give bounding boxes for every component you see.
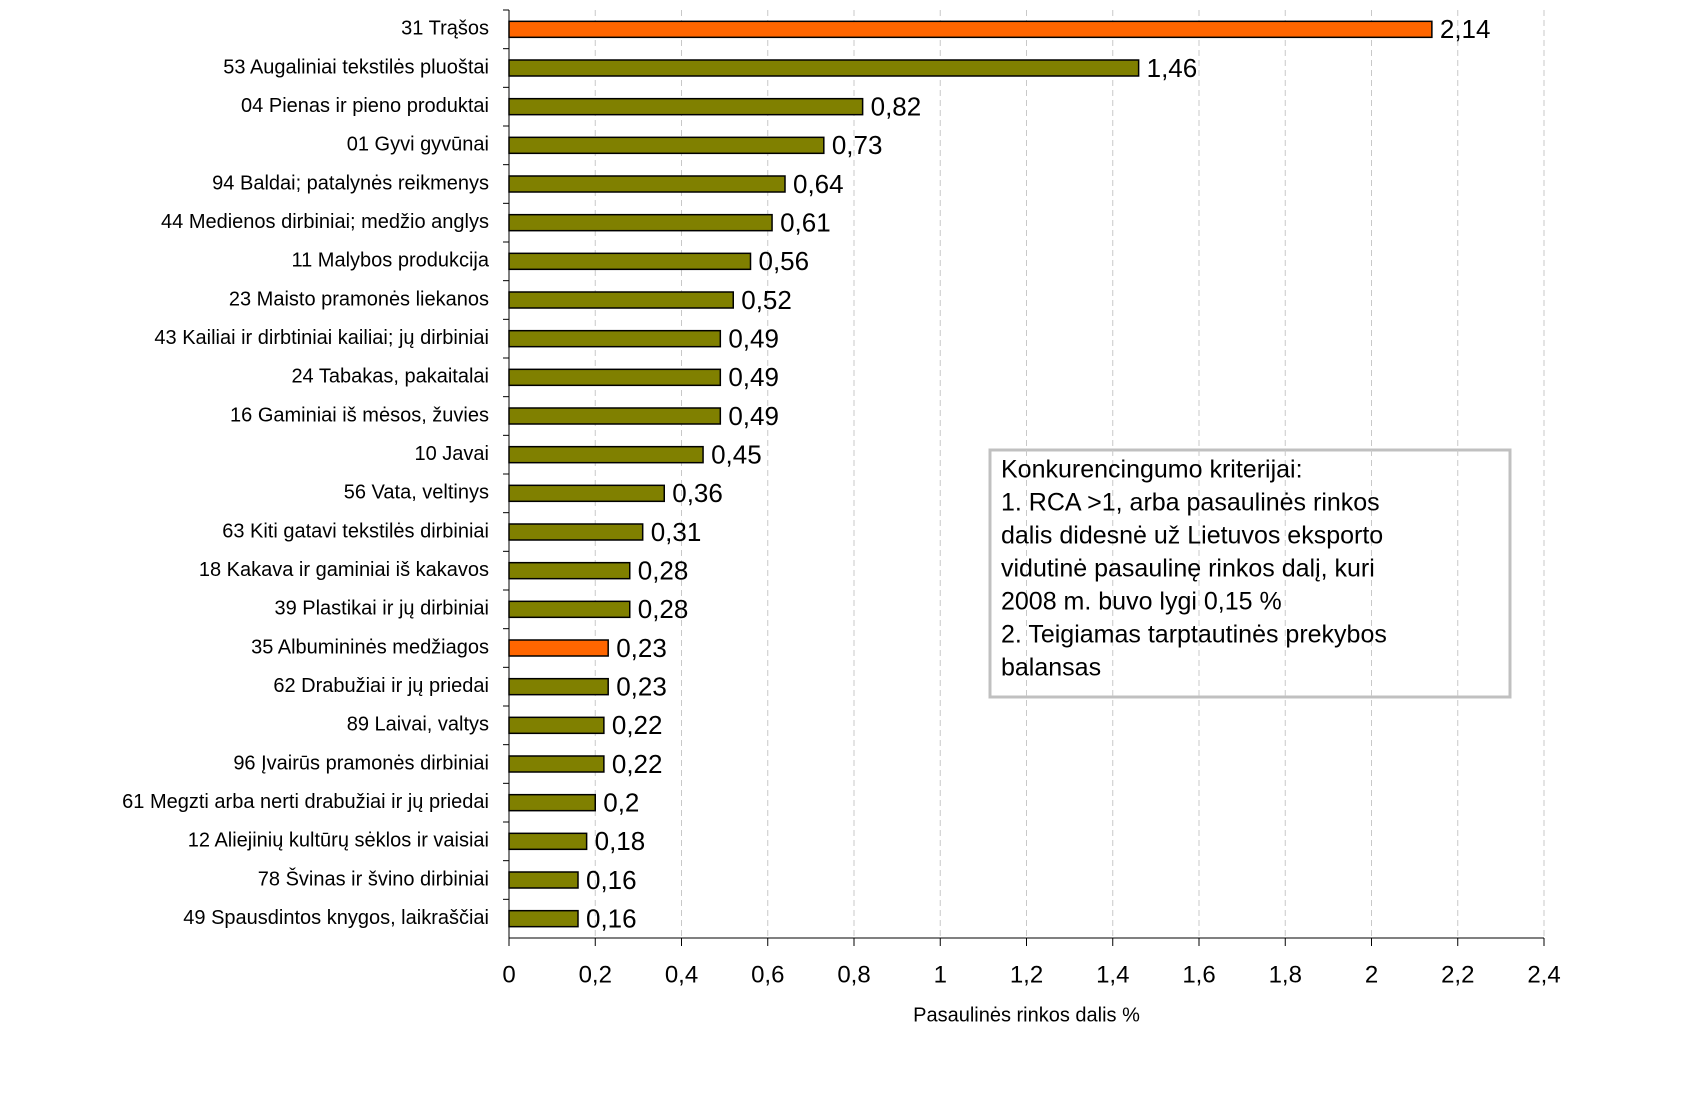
data-label: 0,64: [793, 169, 844, 199]
y-tick-label: 56 Vata, veltinys: [344, 482, 489, 504]
x-tick-label: 2: [1365, 961, 1378, 988]
y-tick-label: 23 Maisto pramonės liekanos: [229, 288, 489, 310]
data-label: 0,23: [616, 672, 667, 702]
bar: [508, 445, 704, 464]
x-tick-label: 1,6: [1182, 961, 1215, 988]
data-label: 0,36: [672, 478, 723, 508]
bar: [508, 871, 579, 889]
data-label: 0,49: [728, 362, 779, 392]
data-label: 0,2: [603, 788, 639, 818]
bar: [508, 484, 665, 503]
data-label: 0,52: [741, 285, 792, 315]
bar: [508, 561, 631, 580]
bar: [508, 677, 609, 696]
x-tick-label: 0,8: [837, 961, 870, 988]
data-label: 0,45: [711, 440, 762, 470]
bar: [508, 213, 773, 232]
annotation-line: dalis didesnė už Lietuvos eksporto: [1001, 522, 1383, 550]
x-tick-label: 0,4: [665, 961, 698, 988]
data-label: 0,18: [595, 826, 646, 856]
data-label: 0,49: [728, 401, 779, 431]
data-label: 0,31: [651, 517, 702, 547]
y-tick-label: 78 Švinas ir švino dirbiniai: [258, 867, 489, 890]
x-tick-label: 2,2: [1441, 961, 1474, 988]
data-label: 0,82: [871, 92, 922, 122]
bar: [508, 600, 631, 619]
bar: [508, 523, 644, 541]
x-tick-label: 1,8: [1269, 961, 1302, 988]
bar: [508, 175, 786, 193]
y-tick-label: 44 Medienos dirbiniai; medžio anglys: [161, 211, 489, 233]
x-tick-label: 1,4: [1096, 961, 1129, 988]
y-tick-label: 04 Pienas ir pieno produktai: [241, 95, 489, 117]
y-tick-label: 01 Gyvi gyvūnai: [347, 134, 489, 156]
annotation-box: [988, 448, 1512, 699]
x-tick-label: 2,4: [1527, 961, 1560, 988]
x-tick-label: 0: [502, 961, 515, 988]
y-tick-label: 16 Gaminiai iš mėsos, žuvies: [230, 404, 489, 426]
data-label: 0,22: [612, 710, 663, 740]
data-label: 2,14: [1440, 14, 1491, 44]
bar: [508, 97, 864, 116]
data-label: 0,28: [638, 556, 689, 586]
x-tick-label: 0,2: [579, 961, 612, 988]
bar: [508, 793, 596, 812]
annotation-line: 2008 m. buvo lygi 0,15 %: [1001, 588, 1282, 616]
y-tick-label: 31 Trąšos: [401, 18, 489, 40]
x-tick-label: 1,2: [1010, 961, 1043, 988]
y-tick-label: 12 Aliejinių kultūrų sėklos ir vaisiai: [188, 830, 489, 852]
bar: [508, 716, 605, 735]
bar: [508, 20, 1433, 39]
y-tick-label: 35 Albumininės medžiagos: [251, 636, 489, 658]
annotation-line: vidutinė pasaulinę rinkos dalį, kuri: [1001, 555, 1375, 583]
data-label: 0,56: [759, 246, 810, 276]
annotation-line: 1. RCA >1, arba pasaulinės rinkos: [1001, 489, 1380, 517]
y-tick-label: 61 Megzti arba nerti drabužiai ir jų pri…: [122, 791, 489, 813]
y-tick-label: 94 Baldai; patalynės reikmenys: [212, 172, 489, 194]
data-label: 1,46: [1147, 53, 1198, 83]
annotation-line: Konkurencingumo kriterijai:: [1001, 456, 1303, 484]
bar: [508, 909, 579, 928]
bar: [508, 136, 825, 155]
y-tick-label: 43 Kailiai ir dirbtiniai kailiai; jų dir…: [154, 327, 489, 349]
bar: [508, 755, 605, 773]
y-tick-label: 89 Laivai, valtys: [347, 714, 489, 736]
data-label: 0,22: [612, 749, 663, 779]
y-tick-label: 18 Kakava ir gaminiai iš kakavos: [199, 559, 489, 581]
annotation-line: balansas: [1001, 654, 1101, 682]
data-label: 0,73: [832, 130, 883, 160]
y-tick-label: 10 Javai: [415, 443, 490, 465]
data-label: 0,16: [586, 865, 637, 895]
data-label: 0,16: [586, 904, 637, 934]
x-axis-title: Pasaulinės rinkos dalis %: [913, 1004, 1140, 1026]
y-tick-label: 39 Plastikai ir jų dirbiniai: [274, 598, 489, 620]
y-tick-label: 63 Kiti gatavi tekstilės dirbiniai: [222, 520, 489, 542]
y-tick-label: 11 Malybos produkcija: [291, 250, 489, 272]
bar: [508, 329, 722, 348]
y-tick-label: 96 Įvairūs pramonės dirbiniai: [233, 752, 489, 774]
y-tick-label: 24 Tabakas, pakaitalai: [291, 366, 489, 388]
y-tick-label: 53 Augaliniai tekstilės pluoštai: [223, 56, 489, 78]
annotation-line: 2. Teigiamas tarptautinės prekybos: [1001, 621, 1387, 649]
bar: [508, 291, 734, 309]
bar: [508, 407, 722, 425]
bar: [508, 59, 1140, 77]
data-label: 0,23: [616, 633, 667, 663]
bar: [508, 252, 752, 271]
bar: [508, 832, 588, 851]
data-label: 0,28: [638, 594, 689, 624]
y-tick-label: 49 Spausdintos knygos, laikraščiai: [183, 907, 489, 929]
x-tick-label: 0,6: [751, 961, 784, 988]
data-label: 0,61: [780, 208, 831, 238]
bar: [508, 639, 609, 657]
y-tick-label: 62 Drabužiai ir jų priedai: [273, 675, 489, 697]
data-label: 0,49: [728, 324, 779, 354]
x-tick-label: 1: [934, 961, 947, 988]
bar: [508, 368, 722, 387]
